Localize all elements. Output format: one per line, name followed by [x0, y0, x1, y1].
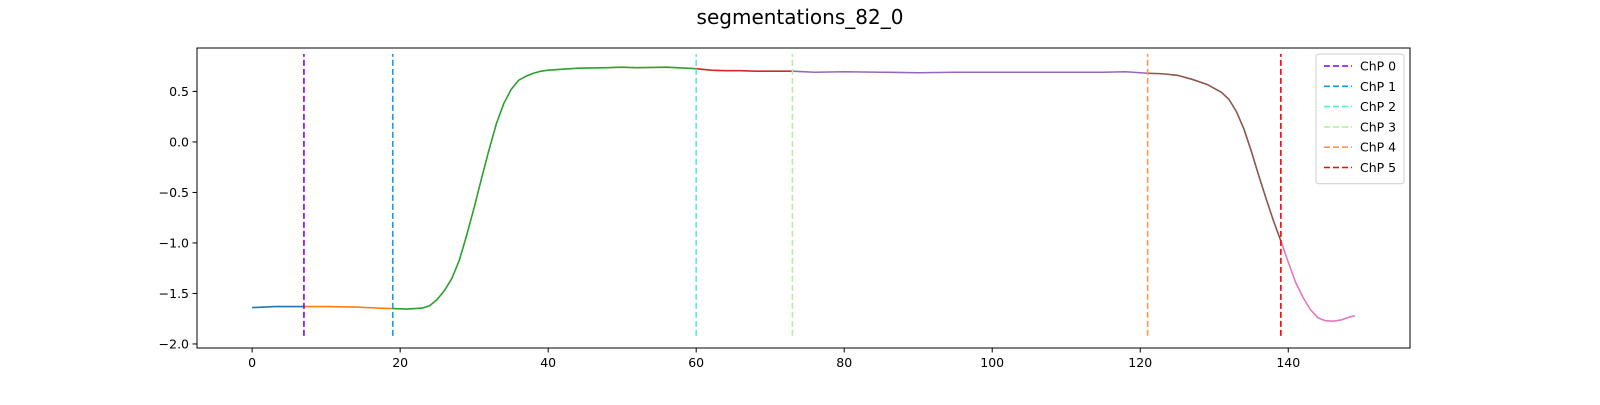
- y-tick-label-4: 0.0: [169, 134, 189, 149]
- x-tick-label-5: 100: [980, 355, 1004, 370]
- x-tick-label-7: 140: [1276, 355, 1300, 370]
- y-tick-label-3: −0.5: [159, 185, 189, 200]
- x-tick-label-3: 60: [688, 355, 704, 370]
- legend-label-1: ChP 1: [1360, 79, 1396, 94]
- legend-label-0: ChP 0: [1360, 59, 1396, 74]
- y-tick-label-1: −1.5: [159, 286, 189, 301]
- x-tick-label-6: 120: [1128, 355, 1152, 370]
- segment-line-1: [303, 305, 393, 310]
- segment-line-2: [392, 66, 697, 310]
- segment-line-4: [792, 70, 1148, 75]
- y-tick-label-0: −2.0: [159, 336, 189, 351]
- legend: ChP 0 ChP 1 ChP 2 ChP 3 ChP 4 ChP 5: [1315, 53, 1405, 185]
- legend-label-5: ChP 5: [1360, 160, 1396, 175]
- plot-frame: [196, 47, 1411, 349]
- legend-label-4: ChP 4: [1360, 140, 1396, 155]
- y-tick-label-5: 0.5: [169, 84, 189, 99]
- axes: 0 20 40 60 80 100 120 140 −2.0 −1.5 −1.0 −0.5 0.0 0.5: [159, 47, 1411, 370]
- segment-line-6: [1280, 240, 1356, 323]
- segment-line-0: [252, 305, 304, 309]
- x-tick-label-1: 20: [392, 355, 408, 370]
- segment-line-3: [696, 67, 793, 73]
- chart-title: segmentations_82_0: [697, 5, 904, 29]
- y-tick-label-2: −1.0: [159, 235, 189, 250]
- x-tick-label-4: 80: [836, 355, 852, 370]
- x-tick-label-2: 40: [540, 355, 556, 370]
- x-tick-label-0: 0: [248, 355, 256, 370]
- segment-line-5: [1147, 72, 1282, 242]
- legend-label-3: ChP 3: [1360, 119, 1396, 134]
- legend-label-2: ChP 2: [1360, 99, 1396, 114]
- plot-area: [252, 54, 1356, 336]
